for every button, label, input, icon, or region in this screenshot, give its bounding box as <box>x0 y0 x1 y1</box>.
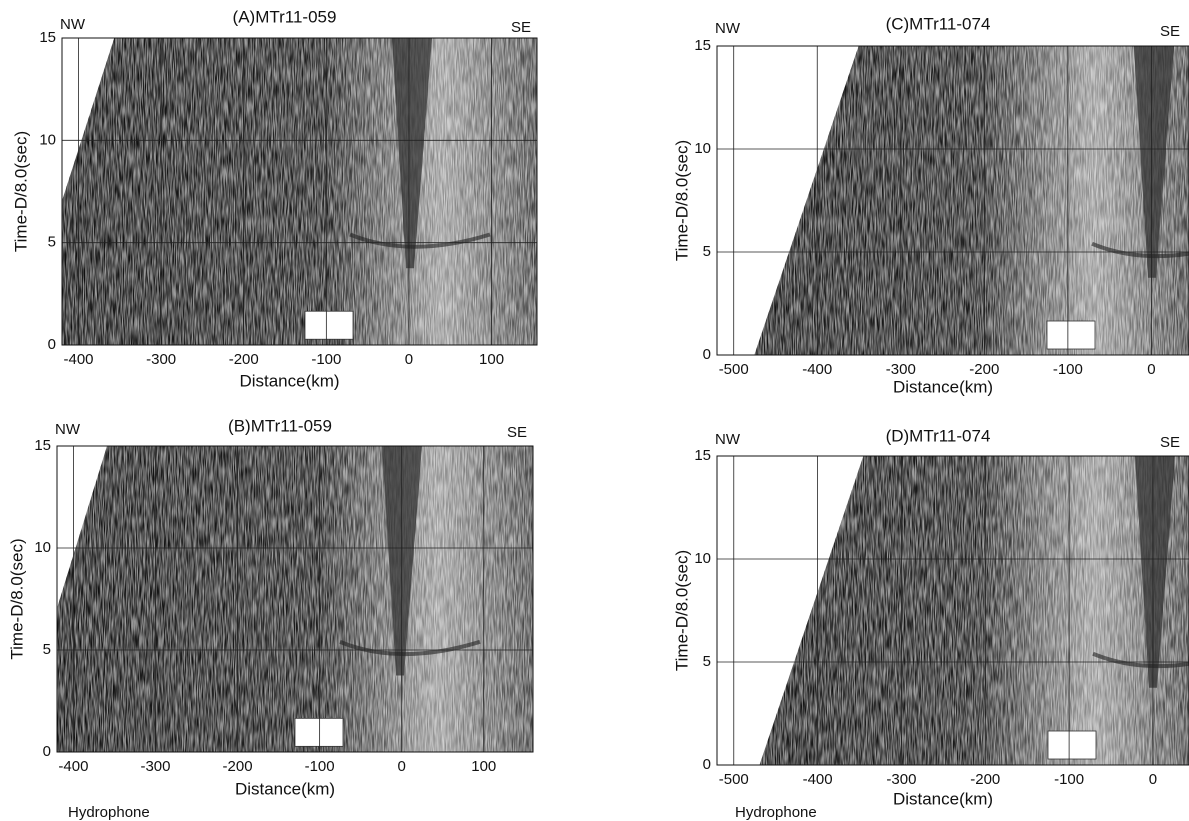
x-tick-label: -300 <box>886 361 916 378</box>
x-tick-label: -500 <box>719 771 749 788</box>
x-tick-label: -300 <box>886 771 916 788</box>
y-tick-label: 5 <box>48 234 56 251</box>
y-tick-label: 10 <box>694 550 711 567</box>
x-tick-label: -400 <box>64 351 94 368</box>
record-fade <box>57 446 533 752</box>
chart-title: (A)MTr11-059 <box>233 7 337 26</box>
x-tick-label: 0 <box>405 351 413 368</box>
y-tick-label: 0 <box>43 743 51 760</box>
right-label: SE <box>507 424 527 441</box>
x-tick-label: -100 <box>1053 361 1083 378</box>
y-tick-label: 15 <box>694 447 711 464</box>
velocity-inset <box>304 310 354 340</box>
panel: 0 5 10 15 -500 -400 -300 -200 -100 0 (D)MTr11-074 N… <box>672 426 1189 821</box>
reflection-band <box>349 232 491 249</box>
y-tick-label: 0 <box>703 346 711 363</box>
panel: 0 5 10 15 -400 -300 -200 -100 0 100 (B)MTr11-059 NW… <box>7 416 534 821</box>
plot-frame <box>61 37 538 346</box>
x-tick-label: 100 <box>471 758 496 775</box>
record-fade <box>62 38 537 345</box>
panel: 0 5 10 15 -500 -400 -300 -200 -100 0 (C)MTr11-074 N… <box>672 14 1189 396</box>
x-tick-label: 100 <box>479 351 504 368</box>
y-axis-label: Time-D/8.0(sec) <box>7 538 26 659</box>
y-tick-label: 10 <box>39 131 56 148</box>
right-label: SE <box>1160 434 1180 451</box>
y-tick-label: 15 <box>39 29 56 46</box>
x-tick-label: 0 <box>1149 771 1157 788</box>
first-arrival-v <box>1135 456 1175 688</box>
annotation: Hydrophone <box>735 804 817 821</box>
x-tick-label: -100 <box>1054 771 1084 788</box>
x-tick-label: -400 <box>802 361 832 378</box>
plot-frame <box>716 455 1189 766</box>
left-label: NW <box>715 20 741 37</box>
y-tick-label: 10 <box>694 140 711 157</box>
reflection-band <box>1092 651 1189 669</box>
x-tick-label: -200 <box>970 771 1000 788</box>
x-axis-label: Distance(km) <box>893 377 993 396</box>
x-axis-label: Distance(km) <box>239 371 339 390</box>
no-data-area <box>717 46 859 355</box>
x-axis-label: Distance(km) <box>235 779 335 798</box>
first-arrival-v <box>392 38 432 269</box>
chart-title: (B)MTr11-059 <box>228 416 332 435</box>
chart-title: (D)MTr11-074 <box>886 426 991 445</box>
y-tick-label: 0 <box>48 336 56 353</box>
y-tick-label: 5 <box>43 641 51 658</box>
y-tick-label: 5 <box>703 243 711 260</box>
velocity-inset <box>294 717 344 747</box>
plot-frame <box>56 445 534 753</box>
plot-frame <box>716 45 1189 356</box>
x-tick-label: -100 <box>311 351 341 368</box>
x-tick-label: -200 <box>969 361 999 378</box>
x-axis-label: Distance(km) <box>893 789 993 808</box>
annotation: Hydrophone <box>68 804 150 821</box>
x-tick-label: -200 <box>223 758 253 775</box>
right-label: SE <box>511 19 531 36</box>
left-label: NW <box>715 431 741 448</box>
x-tick-label: 0 <box>1147 361 1155 378</box>
reflection-band <box>1091 241 1189 259</box>
left-label: NW <box>55 421 81 438</box>
y-axis-label: Time-D/8.0(sec) <box>672 550 691 671</box>
x-tick-label: -300 <box>140 758 170 775</box>
right-label: SE <box>1160 23 1180 40</box>
panel: 0 5 10 15 -400 -300 -200 -100 0 100 (A)MTr11-059 NW… <box>11 7 538 390</box>
x-tick-label: 0 <box>398 758 406 775</box>
x-tick-label: -400 <box>803 771 833 788</box>
y-tick-label: 0 <box>703 756 711 773</box>
x-tick-label: -300 <box>146 351 176 368</box>
reflection-band <box>339 639 481 657</box>
x-tick-label: -400 <box>58 758 88 775</box>
left-label: NW <box>60 16 86 33</box>
no-data-area <box>717 456 864 765</box>
chart-title: (C)MTr11-074 <box>886 14 991 33</box>
first-arrival-v <box>1134 46 1174 278</box>
y-axis-label: Time-D/8.0(sec) <box>11 131 30 252</box>
y-tick-label: 10 <box>34 539 51 556</box>
velocity-inset <box>1046 320 1096 350</box>
x-tick-label: -500 <box>719 361 749 378</box>
y-axis-label: Time-D/8.0(sec) <box>672 140 691 261</box>
y-tick-label: 15 <box>34 437 51 454</box>
velocity-inset <box>1047 730 1097 760</box>
y-tick-label: 5 <box>703 653 711 670</box>
x-tick-label: -100 <box>305 758 335 775</box>
no-data-area <box>62 38 115 201</box>
no-data-area <box>57 446 107 609</box>
y-tick-label: 15 <box>694 37 711 54</box>
x-tick-label: -200 <box>229 351 259 368</box>
